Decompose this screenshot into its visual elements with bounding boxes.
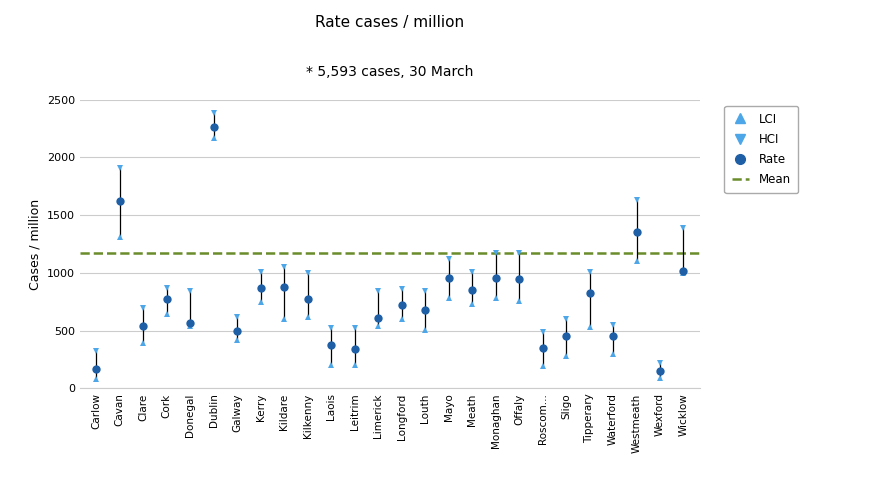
Text: Rate cases / million: Rate cases / million bbox=[315, 15, 464, 30]
Text: * 5,593 cases, 30 March: * 5,593 cases, 30 March bbox=[307, 65, 473, 79]
Y-axis label: Cases / million: Cases / million bbox=[28, 199, 41, 289]
Legend: LCI, HCI, Rate, Mean: LCI, HCI, Rate, Mean bbox=[725, 106, 798, 193]
